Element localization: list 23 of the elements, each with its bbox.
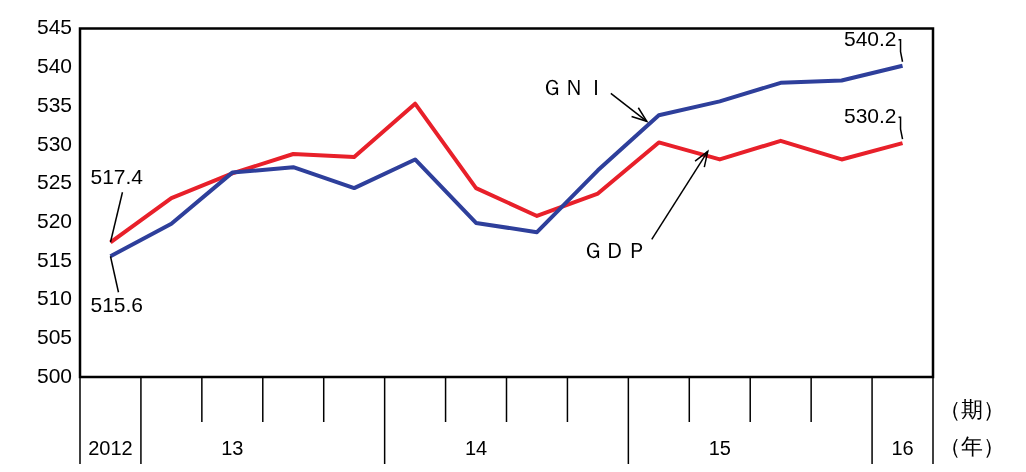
data-label: 515.6 bbox=[90, 293, 144, 317]
y-tick-label: 540 bbox=[36, 54, 72, 78]
data-label: 540.2 bbox=[843, 26, 897, 50]
text: （年） bbox=[939, 434, 1005, 460]
y-tick-label: 535 bbox=[36, 92, 72, 116]
x-tick-label: 16 bbox=[891, 436, 914, 459]
series-label: ＧＤＰ bbox=[581, 237, 648, 263]
y-tick-label: 545 bbox=[36, 15, 72, 39]
x-tick-label: 2012 bbox=[88, 436, 133, 459]
y-tick-label: 530 bbox=[36, 131, 72, 155]
data-label: 530.2 bbox=[843, 103, 897, 127]
text: ＧＮＩ bbox=[540, 75, 607, 101]
x-tick-label: 13 bbox=[221, 436, 244, 459]
y-tick-label: 505 bbox=[36, 325, 72, 349]
text: （期） bbox=[939, 397, 1005, 423]
y-tick-label: 510 bbox=[36, 286, 72, 310]
y-tick-label: 525 bbox=[36, 170, 72, 194]
data-label: 517.4 bbox=[90, 165, 144, 189]
y-tick-label: 500 bbox=[36, 363, 72, 387]
x-tick-label: 14 bbox=[464, 436, 488, 459]
y-tick-label: 520 bbox=[36, 208, 72, 232]
y-tick-label: 515 bbox=[36, 247, 72, 271]
x-tick-label: 15 bbox=[708, 436, 731, 459]
